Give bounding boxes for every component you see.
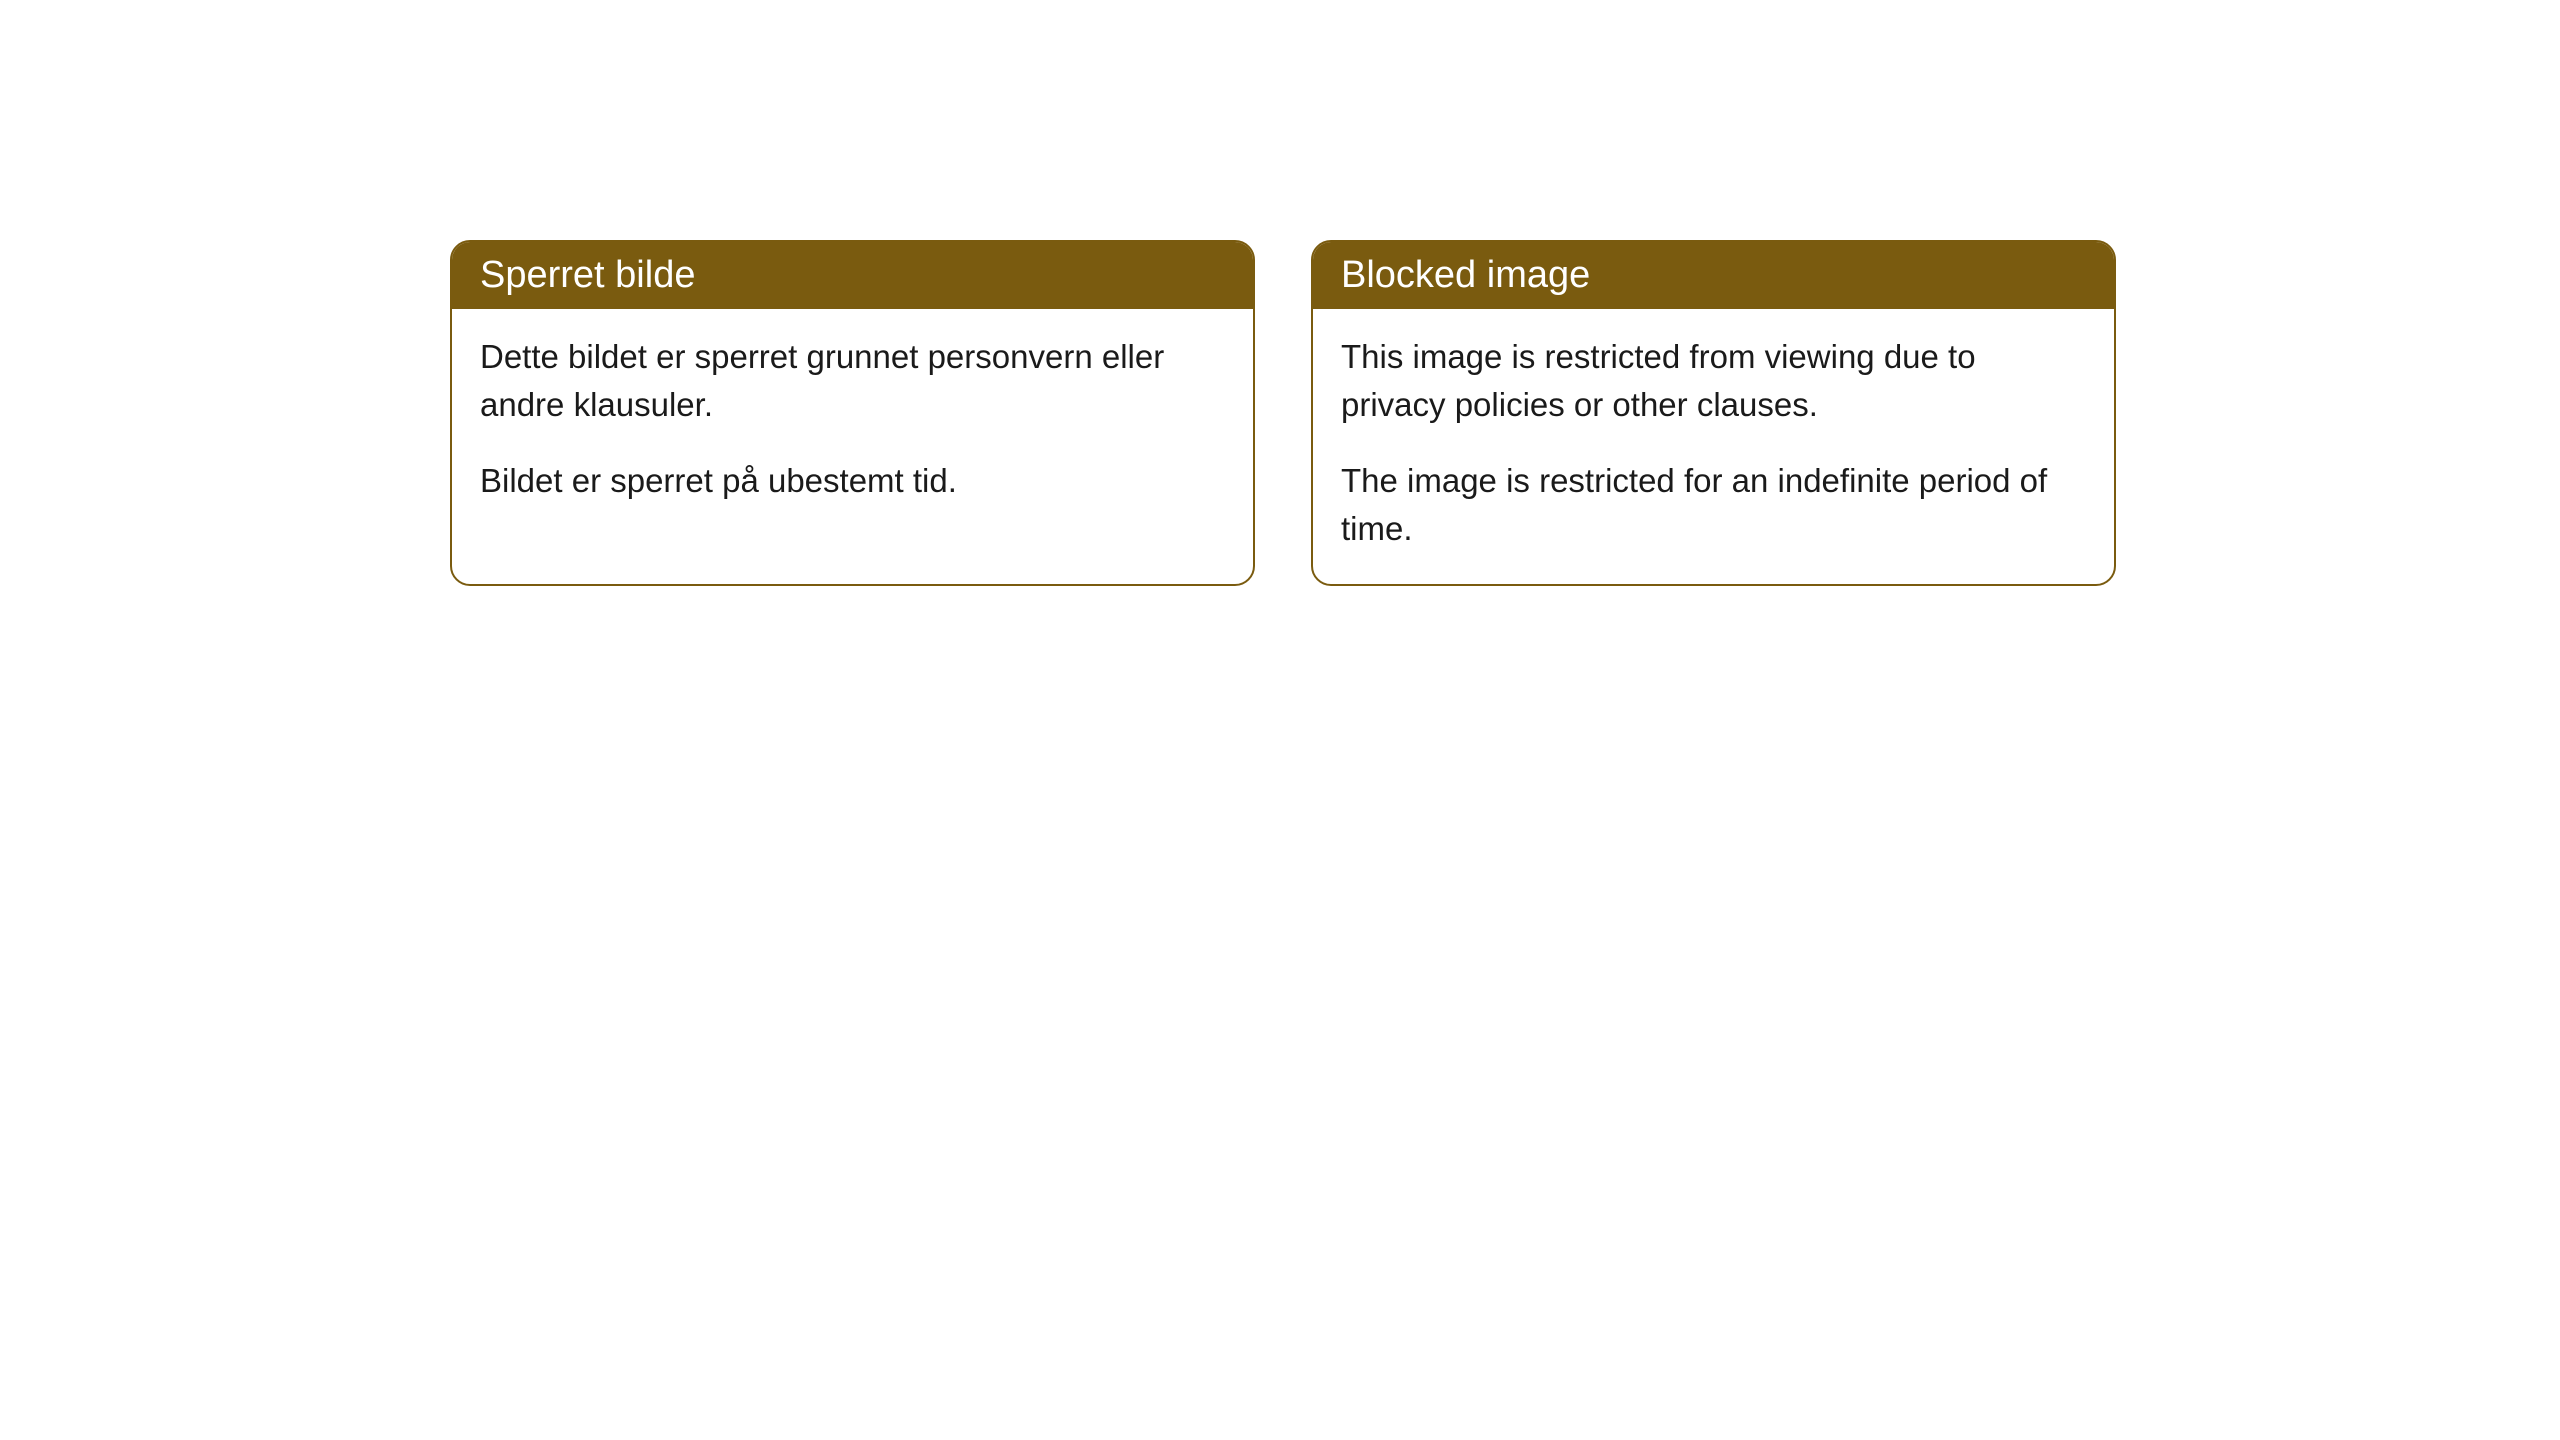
notice-title: Sperret bilde <box>480 254 695 296</box>
notice-card-norwegian: Sperret bilde Dette bildet er sperret gr… <box>450 240 1255 586</box>
notice-paragraph: Bildet er sperret på ubestemt tid. <box>480 457 1225 505</box>
notice-paragraph: This image is restricted from viewing du… <box>1341 333 2086 429</box>
notice-paragraph: The image is restricted for an indefinit… <box>1341 457 2086 553</box>
notice-body-norwegian: Dette bildet er sperret grunnet personve… <box>452 309 1253 537</box>
notice-body-english: This image is restricted from viewing du… <box>1313 309 2114 584</box>
notice-header-english: Blocked image <box>1313 242 2114 309</box>
notice-header-norwegian: Sperret bilde <box>452 242 1253 309</box>
notice-container: Sperret bilde Dette bildet er sperret gr… <box>0 0 2560 586</box>
notice-card-english: Blocked image This image is restricted f… <box>1311 240 2116 586</box>
notice-title: Blocked image <box>1341 254 1590 296</box>
notice-paragraph: Dette bildet er sperret grunnet personve… <box>480 333 1225 429</box>
